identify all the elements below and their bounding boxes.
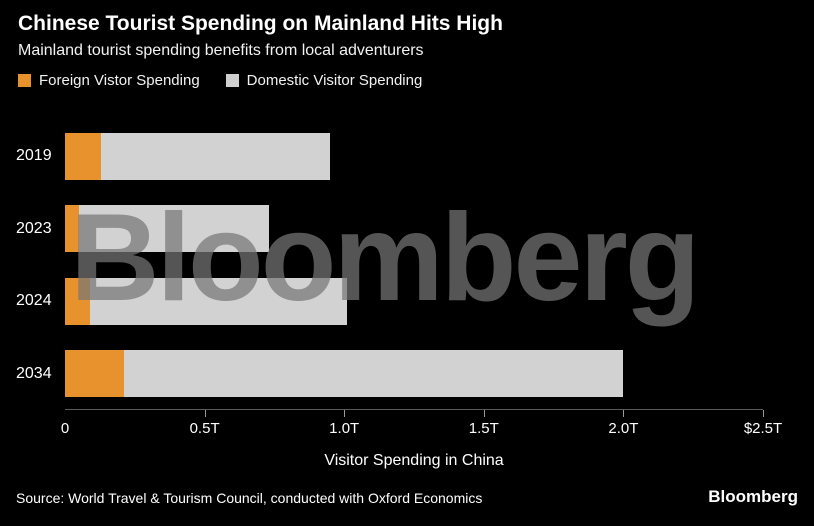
x-tick-mark-1 xyxy=(204,410,206,417)
bar-2023-domestic xyxy=(78,205,269,253)
x-axis-line xyxy=(65,409,763,410)
source-credit: Source: World Travel & Tourism Council, … xyxy=(16,490,483,506)
legend-label: Foreign Vistor Spending xyxy=(39,72,200,89)
x-tick-mark-2 xyxy=(344,410,346,417)
bar-2019-domestic xyxy=(101,132,331,180)
category-label-2023: 2023 xyxy=(16,219,52,237)
page-title: Chinese Tourist Spending on Mainland Hit… xyxy=(18,12,503,35)
legend-swatch-icon xyxy=(18,74,31,87)
legend-item-0: Foreign Vistor Spending xyxy=(18,72,200,89)
bar-2024-foreign xyxy=(65,277,91,325)
category-label-2034: 2034 xyxy=(16,364,52,382)
page-subtitle: Mainland tourist spending benefits from … xyxy=(18,42,424,59)
x-tick-label-0: 0 xyxy=(60,420,70,437)
x-axis-title: Visitor Spending in China xyxy=(324,452,504,469)
bar-2034-domestic xyxy=(123,350,624,398)
x-tick-mark-5 xyxy=(763,410,764,417)
bar-2023-foreign xyxy=(65,205,79,253)
x-tick-mark-4 xyxy=(623,410,625,417)
x-axis-tick-labels: 0 0.5T 1.0T 1.5T 2.0T $2.5T xyxy=(61,420,782,440)
category-label-2019: 2019 xyxy=(16,147,52,165)
plot-area xyxy=(65,120,764,417)
bar-2019-foreign xyxy=(65,132,102,180)
legend-item-1: Domestic Visitor Spending xyxy=(225,72,423,89)
x-tick-label-2: 1.0T xyxy=(329,420,360,437)
y-axis-labels: 2019 2023 2024 2034 xyxy=(16,120,62,410)
legend: Foreign Vistor Spending Domestic Visitor … xyxy=(18,72,422,89)
x-tick-label-5: $2.5T xyxy=(743,420,783,437)
bar-2024-domestic xyxy=(90,277,347,325)
x-tick-label-3: 1.5T xyxy=(468,420,499,437)
bloomberg-logo: Bloomberg xyxy=(708,487,798,506)
x-tick-mark-3 xyxy=(483,410,485,417)
legend-swatch-icon xyxy=(225,74,239,87)
x-tick-label-1: 0.5T xyxy=(189,420,220,437)
bar-2034-foreign xyxy=(65,350,124,398)
legend-label: Domestic Visitor Spending xyxy=(246,72,423,89)
x-tick-label-4: 2.0T xyxy=(608,420,639,437)
category-label-2024: 2024 xyxy=(16,292,52,310)
